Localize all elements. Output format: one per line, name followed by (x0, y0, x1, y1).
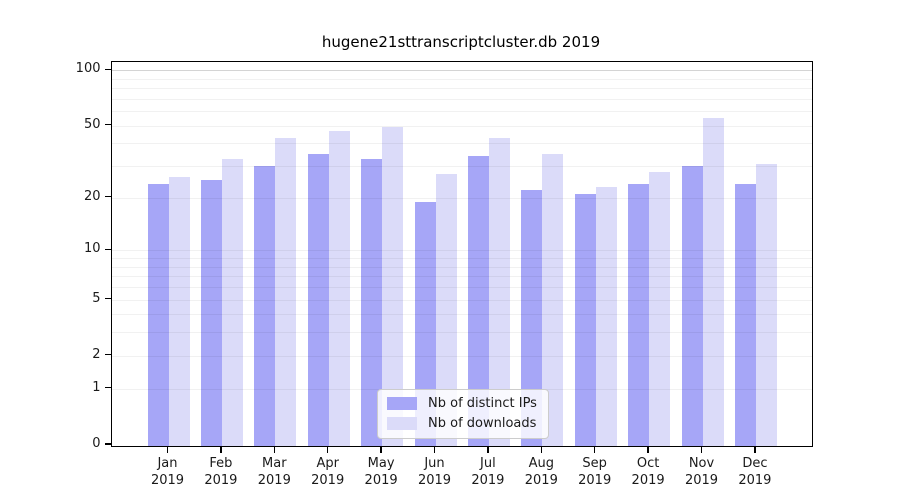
bar-downloads (702, 118, 724, 446)
x-tick-label: Sep 2019 (553, 455, 637, 489)
x-tick-label-year: 2019 (684, 473, 719, 488)
x-tick-label: Jun 2019 (393, 455, 477, 489)
legend-swatch-distinct-ips (387, 397, 417, 410)
y-tick-mark (104, 248, 111, 250)
y-tick-mark (104, 124, 111, 126)
bar-downloads (221, 158, 243, 446)
y-tick-label: 20 (83, 188, 101, 204)
bar-distinct-ips (628, 183, 650, 446)
x-tick-label: Dec 2019 (713, 455, 797, 489)
x-tick-mark (220, 446, 222, 453)
x-tick-label-year: 2019 (364, 473, 398, 488)
y-tick-mark (104, 297, 111, 300)
bar-distinct-ips (361, 158, 383, 446)
x-tick-label-year: 2019 (738, 473, 772, 488)
x-tick-mark (380, 446, 382, 453)
bar-distinct-ips (254, 166, 276, 446)
x-tick-label: Nov 2019 (660, 455, 744, 489)
x-tick-label: Oct 2019 (606, 455, 690, 489)
bar-distinct-ips (307, 154, 329, 446)
x-tick-label: May 2019 (339, 455, 423, 489)
legend-label-distinct-ips: Nb of distinct IPs (428, 396, 537, 411)
legend: Nb of distinct IPs Nb of downloads (377, 389, 549, 439)
x-tick-label-year: 2019 (150, 473, 185, 488)
x-tick-mark (487, 446, 489, 453)
y-tick-label: 50 (83, 116, 101, 132)
bar-downloads (755, 163, 777, 446)
bar-downloads (435, 174, 457, 446)
plot-area: Nb of distinct IPs Nb of downloads (111, 61, 813, 447)
x-tick-mark (327, 446, 329, 453)
bar-distinct-ips (414, 201, 436, 446)
x-tick-mark (540, 446, 542, 453)
bar-distinct-ips (521, 190, 543, 446)
chart-title: hugene21sttranscriptcluster.db 2019 (321, 33, 601, 51)
bar-downloads (542, 154, 564, 446)
y-tick-label: 2 (92, 346, 101, 362)
gridline (112, 88, 812, 90)
bar-distinct-ips (681, 166, 703, 446)
x-tick-label-year: 2019 (257, 473, 291, 488)
x-tick-mark (700, 446, 703, 453)
y-tick-label: 1 (92, 379, 101, 395)
bar-distinct-ips (147, 183, 169, 446)
x-tick-label: Apr 2019 (286, 455, 370, 489)
bar-distinct-ips (200, 180, 222, 446)
y-tick-mark (104, 387, 111, 389)
bar-downloads (649, 171, 671, 446)
x-tick-mark (433, 446, 436, 453)
x-tick-mark (754, 446, 756, 453)
bar-distinct-ips (734, 183, 756, 446)
x-tick-label-year: 2019 (417, 473, 452, 488)
x-tick-label-year: 2019 (631, 473, 665, 488)
x-tick-label: Mar 2019 (232, 455, 316, 489)
x-tick-mark (647, 446, 649, 453)
x-tick-label: Feb 2019 (179, 455, 263, 489)
legend-swatch-downloads (387, 417, 417, 430)
bar-downloads (488, 137, 510, 446)
x-tick-label-year: 2019 (578, 473, 612, 488)
x-tick-label-year: 2019 (311, 473, 345, 488)
bar-downloads (168, 177, 190, 446)
x-tick-mark (273, 446, 275, 453)
bar-distinct-ips (467, 156, 489, 446)
y-tick-label: 100 (75, 61, 101, 77)
y-tick-mark (104, 196, 111, 198)
x-tick-label-year: 2019 (204, 473, 238, 488)
x-tick-label-year: 2019 (524, 473, 558, 488)
legend-label-downloads: Nb of downloads (428, 416, 537, 431)
gridline (112, 111, 812, 113)
gridline (112, 98, 812, 100)
bar-downloads (382, 127, 404, 446)
x-tick-label-year: 2019 (471, 473, 505, 488)
gridline (112, 70, 812, 72)
y-tick-mark (104, 443, 111, 445)
gridline (112, 78, 812, 80)
y-tick-label: 10 (83, 241, 101, 257)
y-tick-label: 0 (92, 436, 101, 451)
bar-downloads (275, 137, 297, 446)
bar-downloads (328, 130, 350, 446)
legend-row-downloads: Nb of downloads (387, 416, 537, 431)
y-tick-label: 5 (92, 290, 101, 306)
bar-downloads (595, 186, 617, 446)
bar-distinct-ips (574, 194, 596, 446)
x-tick-mark (166, 446, 169, 453)
y-tick-mark (104, 354, 111, 356)
legend-row-distinct-ips: Nb of distinct IPs (387, 396, 537, 411)
x-tick-mark (594, 446, 596, 453)
y-tick-mark (104, 68, 111, 70)
x-tick-label: Jan 2019 (126, 455, 210, 489)
x-tick-label: Aug 2019 (499, 455, 583, 489)
x-tick-label: Jul 2019 (446, 455, 530, 489)
